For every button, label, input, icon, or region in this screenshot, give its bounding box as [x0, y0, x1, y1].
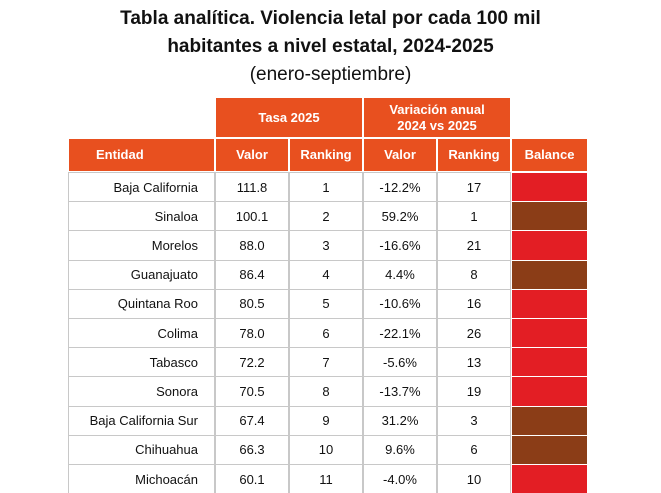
column-header: Entidad: [68, 138, 215, 172]
value-cell: 3: [437, 405, 511, 436]
column-header: Balance: [511, 138, 588, 172]
value-cell: 70.5: [215, 376, 289, 407]
value-cell: -10.6%: [363, 288, 437, 319]
balance-cell: [511, 230, 588, 261]
value-cell: 3: [289, 230, 363, 261]
value-cell: 1: [437, 201, 511, 232]
value-cell: 10: [437, 464, 511, 493]
entity-cell: Sinaloa: [68, 201, 215, 232]
group-header: Tasa 2025: [215, 97, 363, 138]
entity-cell: Chihuahua: [68, 434, 215, 465]
value-cell: 66.3: [215, 434, 289, 465]
title: Tabla analítica. Violencia letal por cad…: [120, 8, 541, 29]
balance-cell: [511, 172, 588, 203]
value-cell: 88.0: [215, 230, 289, 261]
value-cell: 5: [289, 288, 363, 319]
value-cell: 2: [289, 201, 363, 232]
balance-cell: [511, 434, 588, 465]
value-cell: 4.4%: [363, 259, 437, 290]
value-cell: 59.2%: [363, 201, 437, 232]
balance-cell: [511, 405, 588, 436]
column-header: Ranking: [437, 138, 511, 172]
group-header: Variación anual 2024 vs 2025: [363, 97, 511, 138]
value-cell: 6: [289, 318, 363, 349]
entity-cell: Quintana Roo: [68, 288, 215, 319]
entity-cell: Baja California Sur: [68, 405, 215, 436]
value-cell: 13: [437, 347, 511, 378]
balance-cell: [511, 464, 588, 493]
balance-cell: [511, 347, 588, 378]
value-cell: -13.7%: [363, 376, 437, 407]
balance-cell: [511, 259, 588, 290]
value-cell: -4.0%: [363, 464, 437, 493]
value-cell: 9: [289, 405, 363, 436]
entity-cell: Baja California: [68, 172, 215, 203]
value-cell: 60.1: [215, 464, 289, 493]
value-cell: 111.8: [215, 172, 289, 203]
value-cell: 10: [289, 434, 363, 465]
entity-cell: Sonora: [68, 376, 215, 407]
value-cell: 21: [437, 230, 511, 261]
value-cell: 4: [289, 259, 363, 290]
value-cell: 19: [437, 376, 511, 407]
value-cell: 16: [437, 288, 511, 319]
value-cell: 9.6%: [363, 434, 437, 465]
column-header: Valor: [363, 138, 437, 172]
column-header: Valor: [215, 138, 289, 172]
value-cell: -22.1%: [363, 318, 437, 349]
value-cell: 1: [289, 172, 363, 203]
value-cell: 8: [289, 376, 363, 407]
value-cell: -5.6%: [363, 347, 437, 378]
value-cell: 11: [289, 464, 363, 493]
value-cell: 31.2%: [363, 405, 437, 436]
value-cell: 26: [437, 318, 511, 349]
balance-cell: [511, 288, 588, 319]
value-cell: 78.0: [215, 318, 289, 349]
entity-cell: Colima: [68, 318, 215, 349]
balance-cell: [511, 201, 588, 232]
entity-cell: Morelos: [68, 230, 215, 261]
balance-cell: [511, 318, 588, 349]
value-cell: -12.2%: [363, 172, 437, 203]
entity-cell: Michoacán: [68, 464, 215, 493]
value-cell: 7: [289, 347, 363, 378]
value-cell: 86.4: [215, 259, 289, 290]
value-cell: 17: [437, 172, 511, 203]
value-cell: 80.5: [215, 288, 289, 319]
value-cell: 8: [437, 259, 511, 290]
value-cell: 67.4: [215, 405, 289, 436]
value-cell: 6: [437, 434, 511, 465]
entity-cell: Guanajuato: [68, 259, 215, 290]
title: habitantes a nivel estatal, 2024-2025: [167, 36, 494, 57]
column-header: Ranking: [289, 138, 363, 172]
value-cell: -16.6%: [363, 230, 437, 261]
value-cell: 72.2: [215, 347, 289, 378]
balance-cell: [511, 376, 588, 407]
entity-cell: Tabasco: [68, 347, 215, 378]
value-cell: 100.1: [215, 201, 289, 232]
subtitle: (enero-septiembre): [249, 64, 412, 85]
